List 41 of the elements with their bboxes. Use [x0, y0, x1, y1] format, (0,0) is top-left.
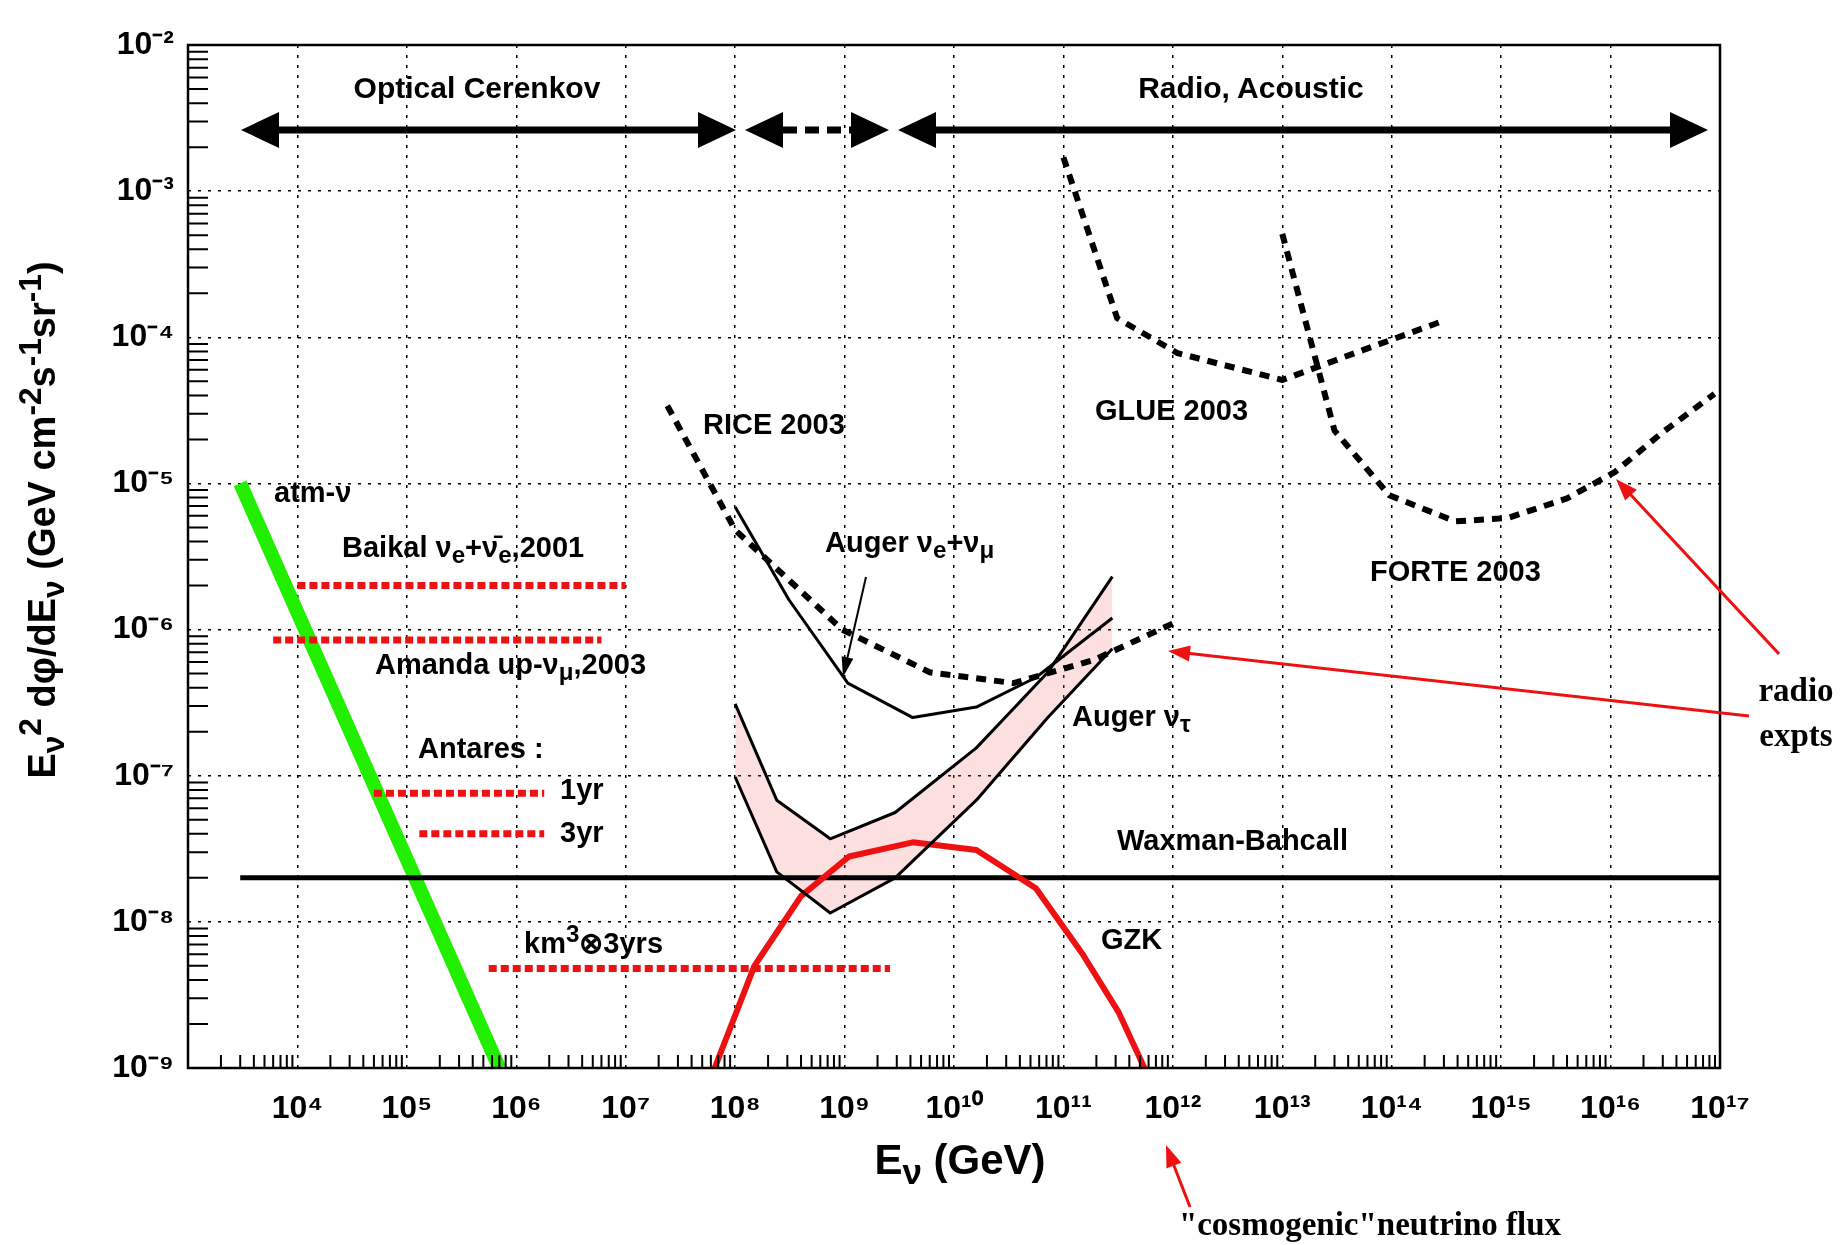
annotation: Waxman-Bahcall [1117, 823, 1348, 857]
annotation: Optical Cerenkov [353, 71, 601, 105]
x-tick-label: 10¹² [1144, 1089, 1202, 1126]
x-tick-label: 10¹⁷ [1690, 1089, 1750, 1126]
annotation: Auger ν$_{τ}$ [1072, 699, 1191, 739]
annotation: 3yr [560, 815, 604, 849]
y-tick-label: 10⁻⁵ [112, 463, 174, 500]
x-tick-label: 10⁶ [491, 1089, 542, 1126]
annotation: FORTE 2003 [1370, 554, 1541, 588]
annotation: GZK [1101, 922, 1163, 956]
x-axis-title: E$_{ν}$ (GeV) [874, 1136, 1046, 1192]
y-tick-label: 10⁻⁸ [112, 901, 174, 938]
y-tick-label: 10⁻⁹ [112, 1047, 174, 1084]
y-tick-label: 10⁻⁶ [112, 609, 174, 646]
x-tick-label: 10¹⁴ [1360, 1089, 1423, 1126]
annotation: Antares : [418, 731, 544, 765]
y-tick-label: 10⁻⁷ [114, 755, 174, 792]
annotation: RICE 2003 [703, 407, 845, 441]
x-tick-label: 10⁵ [381, 1089, 433, 1126]
annotation: km$^{3}$⊗3yrs [524, 920, 664, 960]
annotation: GLUE 2003 [1095, 393, 1249, 427]
y-tick-label: 10⁻³ [116, 170, 174, 207]
annotation: Radio, Acoustic [1138, 71, 1364, 105]
y-tick-label: 10⁻⁴ [111, 317, 174, 354]
annotation: 1yr [560, 772, 604, 806]
x-tick-label: 10¹⁶ [1580, 1089, 1642, 1126]
text: radio expts [1757, 671, 1835, 755]
x-tick-label: 10¹³ [1253, 1089, 1311, 1126]
annotation: atm-ν [274, 475, 352, 509]
y-tick-label: 10⁻² [116, 24, 174, 61]
x-tick-label: 10¹⁰ [925, 1089, 984, 1126]
x-tick-label: 10¹⁵ [1470, 1089, 1532, 1126]
x-tick-label: 10⁸ [709, 1089, 761, 1126]
annotation: Amanda up-ν$_{μ}$,2003 [375, 647, 647, 687]
x-tick-label: 10⁴ [271, 1089, 324, 1126]
annotation: Auger ν$_{e}$+ν$_{μ}$ [825, 525, 995, 565]
text: "cosmogenic"neutrino flux [1178, 1205, 1562, 1243]
x-tick-label: 10⁷ [601, 1089, 651, 1126]
x-tick-label: 10⁹ [819, 1089, 870, 1126]
x-tick-label: 10¹¹ [1034, 1089, 1092, 1126]
annotation: Baikal ν$_{e}$+ν̄$_{e}$,2001 [342, 530, 585, 570]
